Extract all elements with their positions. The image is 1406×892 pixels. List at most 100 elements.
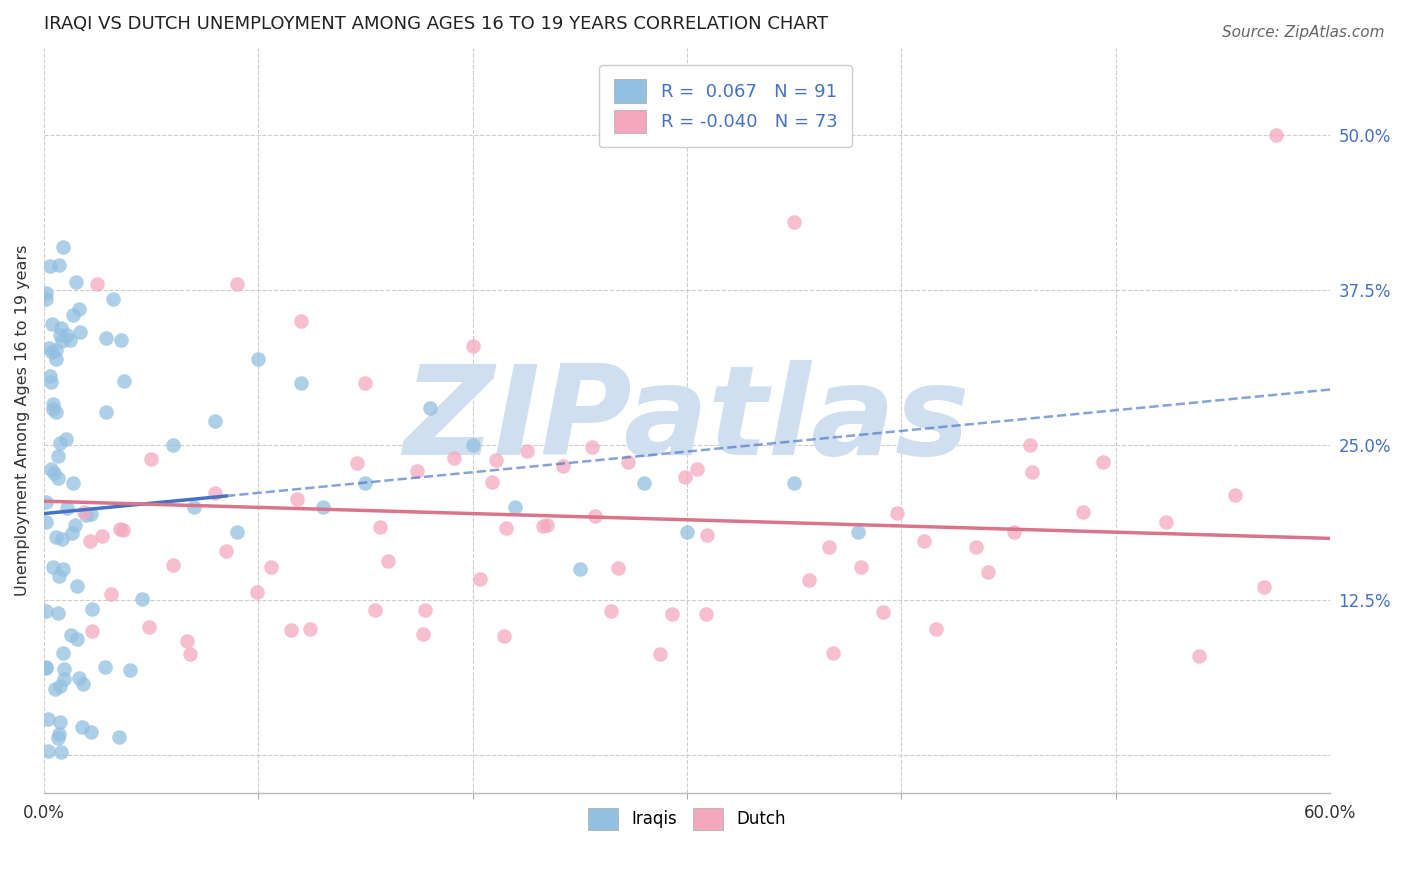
Point: [79, 534, 101, 549]
Point: [139, 451, 162, 466]
Point: [696, 528, 718, 542]
Point: [42, 402, 65, 417]
Point: [48, 569, 70, 583]
Point: [673, 470, 696, 484]
Point: [41, 317, 63, 331]
Point: [531, 519, 554, 533]
Point: [112, 374, 135, 388]
Point: [285, 492, 308, 507]
Point: [52, 240, 75, 254]
Point: [581, 440, 603, 454]
Point: [80, 507, 103, 521]
Point: [413, 603, 436, 617]
Point: [37, 744, 59, 758]
Point: [162, 438, 184, 452]
Text: ZIPatlas: ZIPatlas: [404, 360, 970, 481]
Point: [481, 475, 503, 490]
Point: [60, 628, 83, 642]
Point: [443, 450, 465, 465]
Point: [131, 591, 153, 606]
Point: [65, 275, 87, 289]
Point: [606, 560, 628, 574]
Point: [62, 308, 84, 322]
Point: [461, 339, 484, 353]
Point: [35, 515, 58, 529]
Point: [45, 343, 67, 357]
Point: [44, 681, 66, 696]
Point: [311, 500, 333, 515]
Point: [648, 648, 671, 662]
Point: [46, 471, 69, 485]
Point: [82, 601, 104, 615]
Point: [818, 540, 841, 554]
Point: [41, 344, 63, 359]
Point: [67, 301, 90, 316]
Point: [35, 604, 58, 618]
Point: [1071, 505, 1094, 519]
Point: [179, 647, 201, 661]
Point: [35, 660, 58, 674]
Point: [39, 462, 62, 476]
Point: [617, 455, 640, 469]
Point: [377, 554, 399, 568]
Point: [412, 626, 434, 640]
Text: IRAQI VS DUTCH UNEMPLOYMENT AMONG AGES 16 TO 19 YEARS CORRELATION CHART: IRAQI VS DUTCH UNEMPLOYMENT AMONG AGES 1…: [44, 15, 828, 33]
Point: [45, 405, 67, 419]
Point: [1154, 515, 1177, 529]
Point: [72, 677, 94, 691]
Point: [101, 292, 124, 306]
Point: [69, 325, 91, 339]
Point: [120, 663, 142, 677]
Point: [56, 327, 79, 342]
Point: [162, 558, 184, 572]
Point: [298, 623, 321, 637]
Point: [55, 432, 77, 446]
Point: [38, 369, 60, 384]
Point: [783, 475, 806, 490]
Point: [51, 533, 73, 547]
Point: [568, 562, 591, 576]
Point: [45, 529, 67, 543]
Point: [80, 725, 103, 739]
Point: [685, 462, 707, 476]
Point: [247, 351, 270, 366]
Point: [495, 521, 517, 535]
Point: [260, 559, 283, 574]
Y-axis label: Unemployment Among Ages 16 to 19 years: Unemployment Among Ages 16 to 19 years: [15, 245, 30, 596]
Point: [553, 459, 575, 474]
Point: [1002, 524, 1025, 539]
Point: [695, 607, 717, 621]
Point: [1019, 438, 1042, 452]
Point: [46, 449, 69, 463]
Point: [52, 562, 75, 576]
Point: [849, 560, 872, 574]
Point: [100, 587, 122, 601]
Point: [204, 413, 226, 427]
Point: [485, 452, 508, 467]
Point: [354, 475, 377, 490]
Point: [965, 541, 987, 555]
Point: [66, 579, 89, 593]
Point: [1253, 580, 1275, 594]
Point: [48, 258, 70, 272]
Point: [183, 500, 205, 515]
Point: [52, 646, 75, 660]
Point: [91, 529, 114, 543]
Point: [51, 334, 73, 348]
Point: [86, 277, 108, 292]
Point: [225, 277, 247, 292]
Point: [94, 405, 117, 419]
Point: [290, 314, 312, 328]
Point: [1092, 455, 1115, 469]
Point: [48, 727, 70, 741]
Point: [94, 660, 117, 674]
Point: [67, 671, 90, 685]
Point: [35, 495, 58, 509]
Point: [821, 646, 844, 660]
Point: [42, 467, 65, 481]
Point: [48, 680, 70, 694]
Point: [53, 672, 76, 686]
Point: [848, 525, 870, 540]
Point: [60, 525, 83, 540]
Point: [80, 624, 103, 638]
